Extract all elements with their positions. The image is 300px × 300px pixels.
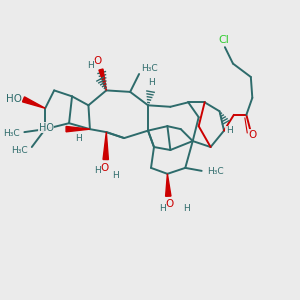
Polygon shape	[166, 174, 171, 196]
Text: HO: HO	[39, 123, 54, 133]
Text: H: H	[75, 134, 81, 143]
Text: H: H	[159, 204, 166, 213]
Polygon shape	[66, 127, 90, 132]
Polygon shape	[103, 132, 108, 160]
Text: H: H	[112, 171, 119, 180]
Text: H₃C: H₃C	[3, 129, 20, 138]
Text: H₃C: H₃C	[11, 146, 27, 155]
Text: O: O	[165, 199, 174, 209]
Text: O: O	[248, 130, 256, 140]
Polygon shape	[22, 97, 45, 108]
Text: Cl: Cl	[218, 35, 229, 45]
Text: HO: HO	[6, 94, 22, 104]
Text: H: H	[94, 167, 101, 176]
Text: H: H	[226, 126, 232, 135]
Text: H: H	[87, 61, 94, 70]
Polygon shape	[99, 69, 106, 90]
Text: H₃C: H₃C	[208, 167, 224, 176]
Text: O: O	[101, 163, 109, 173]
Text: H₃C: H₃C	[142, 64, 158, 73]
Text: H: H	[183, 204, 190, 213]
Text: O: O	[94, 56, 102, 66]
Text: H: H	[148, 78, 154, 87]
